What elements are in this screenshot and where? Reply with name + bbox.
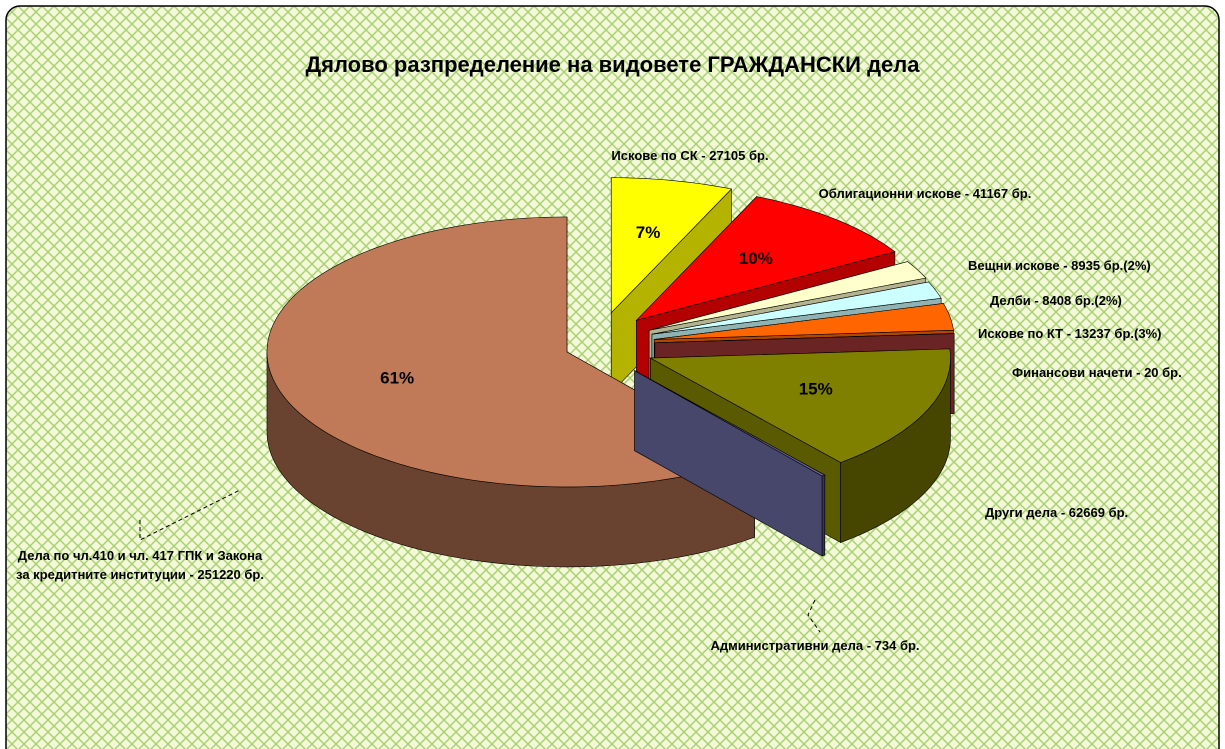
slice: [649, 261, 927, 331]
category-label: Други дела - 62669 бр.: [985, 505, 1129, 520]
slice: [654, 333, 955, 344]
category-label: Административни дела - 734 бр.: [710, 638, 920, 653]
slice: [635, 196, 896, 321]
slice: [651, 281, 942, 335]
slice-wall: [821, 474, 826, 557]
slice: [634, 370, 826, 477]
category-label: Дела по чл.410 и чл. 417 ГПК и Закона за…: [16, 548, 264, 582]
category-label: Финансови начети - 20 бр.: [1012, 365, 1182, 380]
category-label: Вещни искове - 8935 бр.(2%): [968, 258, 1151, 273]
data-label: 15%: [799, 380, 833, 399]
leader-line: [807, 599, 821, 633]
slice: [266, 216, 756, 488]
slice: [649, 348, 951, 463]
category-label: Облигационни искове - 41167 бр.: [818, 186, 1032, 201]
slice: [610, 177, 733, 314]
chart-title: Дялово разпределение на видовете ГРАЖДАН…: [305, 52, 920, 77]
category-label: Делби - 8408 бр.(2%): [990, 293, 1122, 308]
data-label: 61%: [380, 368, 414, 387]
slice: [654, 303, 954, 340]
data-label: 7%: [636, 223, 661, 242]
leader-line: [139, 489, 241, 541]
category-label: Искове по СК - 27105 бр.: [611, 148, 769, 163]
category-label: Искове по КТ - 13237 бр.(3%): [978, 326, 1162, 341]
data-label: 10%: [739, 249, 773, 268]
